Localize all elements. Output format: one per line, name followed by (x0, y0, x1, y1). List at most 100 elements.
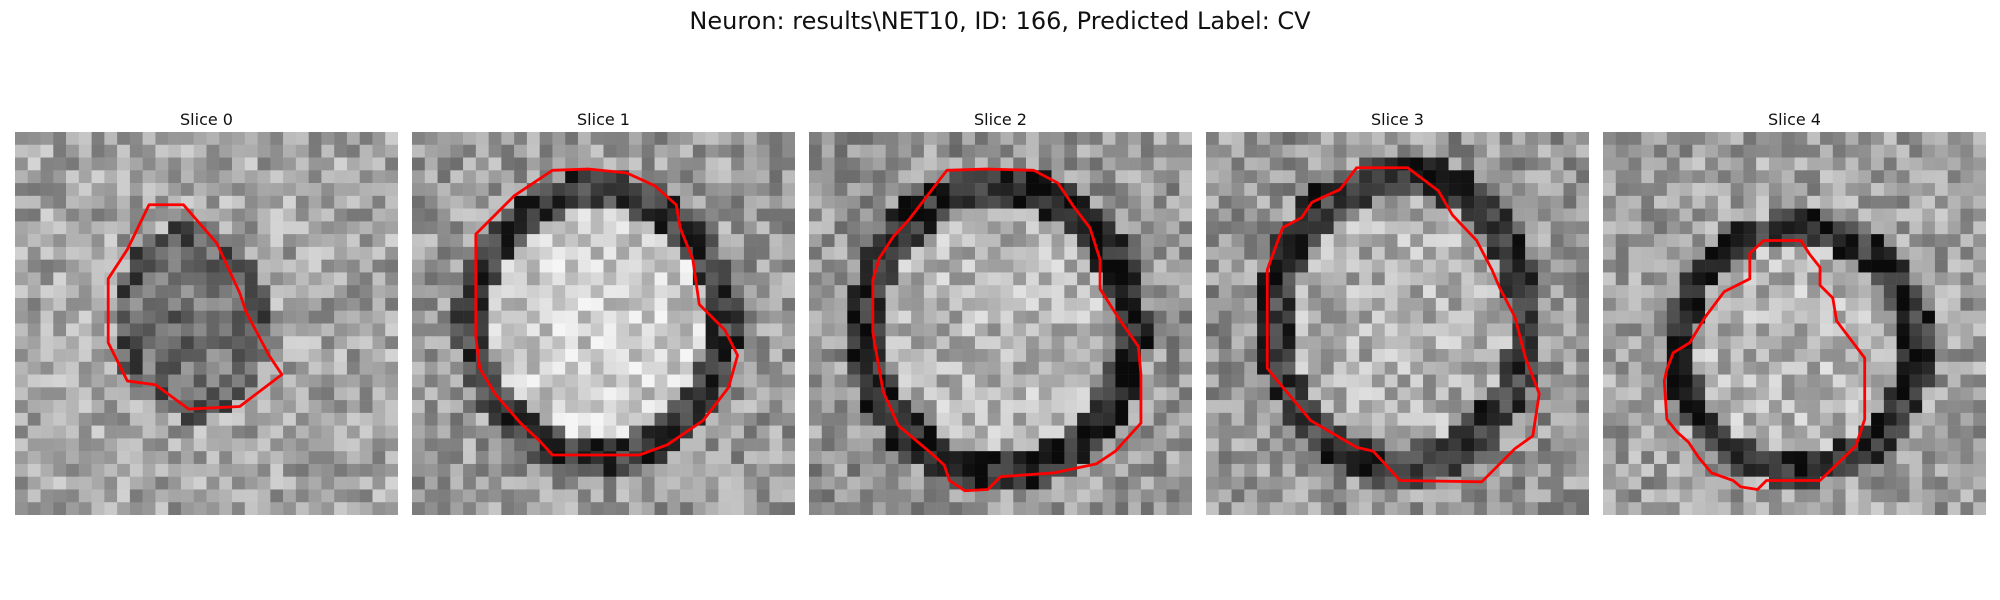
image-pixel (334, 451, 348, 465)
image-pixel (40, 451, 54, 465)
image-pixel (295, 144, 309, 158)
image-pixel (1871, 374, 1885, 388)
image-pixel (680, 361, 694, 375)
image-pixel (1218, 476, 1232, 490)
image-pixel (1692, 412, 1706, 426)
image-pixel (834, 489, 848, 503)
image-pixel (1896, 297, 1910, 311)
image-pixel (552, 285, 566, 299)
image-pixel (437, 374, 451, 388)
image-pixel (1410, 272, 1424, 286)
image-pixel (1128, 310, 1142, 324)
image-pixel (1410, 259, 1424, 273)
image-pixel (40, 400, 54, 414)
image-pixel (1461, 489, 1475, 503)
image-pixel (1013, 170, 1027, 184)
image-pixel (590, 221, 604, 235)
image-pixel (1140, 323, 1154, 337)
image-pixel (1973, 132, 1986, 146)
image-pixel (1231, 451, 1245, 465)
image-pixel (923, 157, 937, 171)
image-pixel (78, 463, 92, 477)
image-pixel (667, 425, 681, 439)
image-pixel (1115, 132, 1129, 146)
image-pixel (1026, 272, 1040, 286)
image-pixel (1666, 183, 1680, 197)
image-pixel (244, 272, 258, 286)
image-pixel (1641, 412, 1655, 426)
image-pixel (911, 132, 925, 146)
image-pixel (1871, 157, 1885, 171)
image-pixel (385, 170, 398, 184)
image-pixel (66, 400, 80, 414)
image-pixel (1218, 144, 1232, 158)
image-pixel (321, 310, 335, 324)
image-pixel (346, 208, 360, 222)
image-pixel (641, 323, 655, 337)
image-pixel (821, 387, 835, 401)
image-pixel (129, 208, 143, 222)
image-pixel (1244, 476, 1258, 490)
image-pixel (295, 272, 309, 286)
slice-title: Slice 2 (974, 110, 1027, 129)
image-pixel (1794, 476, 1808, 490)
image-pixel (1512, 463, 1526, 477)
image-pixel (1295, 476, 1309, 490)
image-pixel (1038, 285, 1052, 299)
image-pixel (603, 183, 617, 197)
image-pixel (847, 349, 861, 363)
image-pixel (1896, 234, 1910, 248)
image-pixel (1333, 323, 1347, 337)
image-pixel (1768, 221, 1782, 235)
image-pixel (1909, 387, 1923, 401)
image-pixel (1000, 476, 1014, 490)
image-pixel (1871, 297, 1885, 311)
image-pixel (1654, 272, 1668, 286)
image-pixel (1512, 272, 1526, 286)
image-pixel (1051, 208, 1065, 222)
image-pixel (244, 183, 258, 197)
image-pixel (1820, 349, 1834, 363)
image-pixel (142, 489, 156, 503)
image-pixel (1756, 272, 1770, 286)
image-pixel (1026, 349, 1040, 363)
image-pixel (206, 195, 220, 209)
image-pixel (1320, 132, 1334, 146)
image-pixel (769, 246, 783, 260)
image-pixel (1115, 183, 1129, 197)
image-pixel (1153, 297, 1167, 311)
image-pixel (1871, 336, 1885, 350)
image-pixel (565, 234, 579, 248)
image-pixel (1909, 425, 1923, 439)
image-pixel (1346, 349, 1360, 363)
image-pixel (1140, 451, 1154, 465)
image-pixel (1768, 285, 1782, 299)
image-pixel (1461, 285, 1475, 299)
image-pixel (53, 387, 67, 401)
image-pixel (629, 310, 643, 324)
image-pixel (1666, 425, 1680, 439)
image-pixel (1359, 374, 1373, 388)
image-pixel (1461, 183, 1475, 197)
image-pixel (1807, 297, 1821, 311)
image-pixel (911, 157, 925, 171)
image-pixel (1679, 221, 1693, 235)
image-pixel (1730, 489, 1744, 503)
image-pixel (1947, 425, 1961, 439)
image-pixel (1820, 297, 1834, 311)
image-pixel (1576, 272, 1589, 286)
image-pixel (437, 489, 451, 503)
image-pixel (1820, 234, 1834, 248)
image-pixel (1346, 272, 1360, 286)
image-pixel (53, 144, 67, 158)
image-pixel (1871, 132, 1885, 146)
image-pixel (860, 412, 874, 426)
image-pixel (1140, 183, 1154, 197)
image-pixel (847, 336, 861, 350)
image-pixel (15, 476, 29, 490)
image-pixel (872, 297, 886, 311)
image-pixel (1960, 183, 1974, 197)
image-pixel (308, 463, 322, 477)
image-pixel (1883, 208, 1897, 222)
image-pixel (129, 387, 143, 401)
